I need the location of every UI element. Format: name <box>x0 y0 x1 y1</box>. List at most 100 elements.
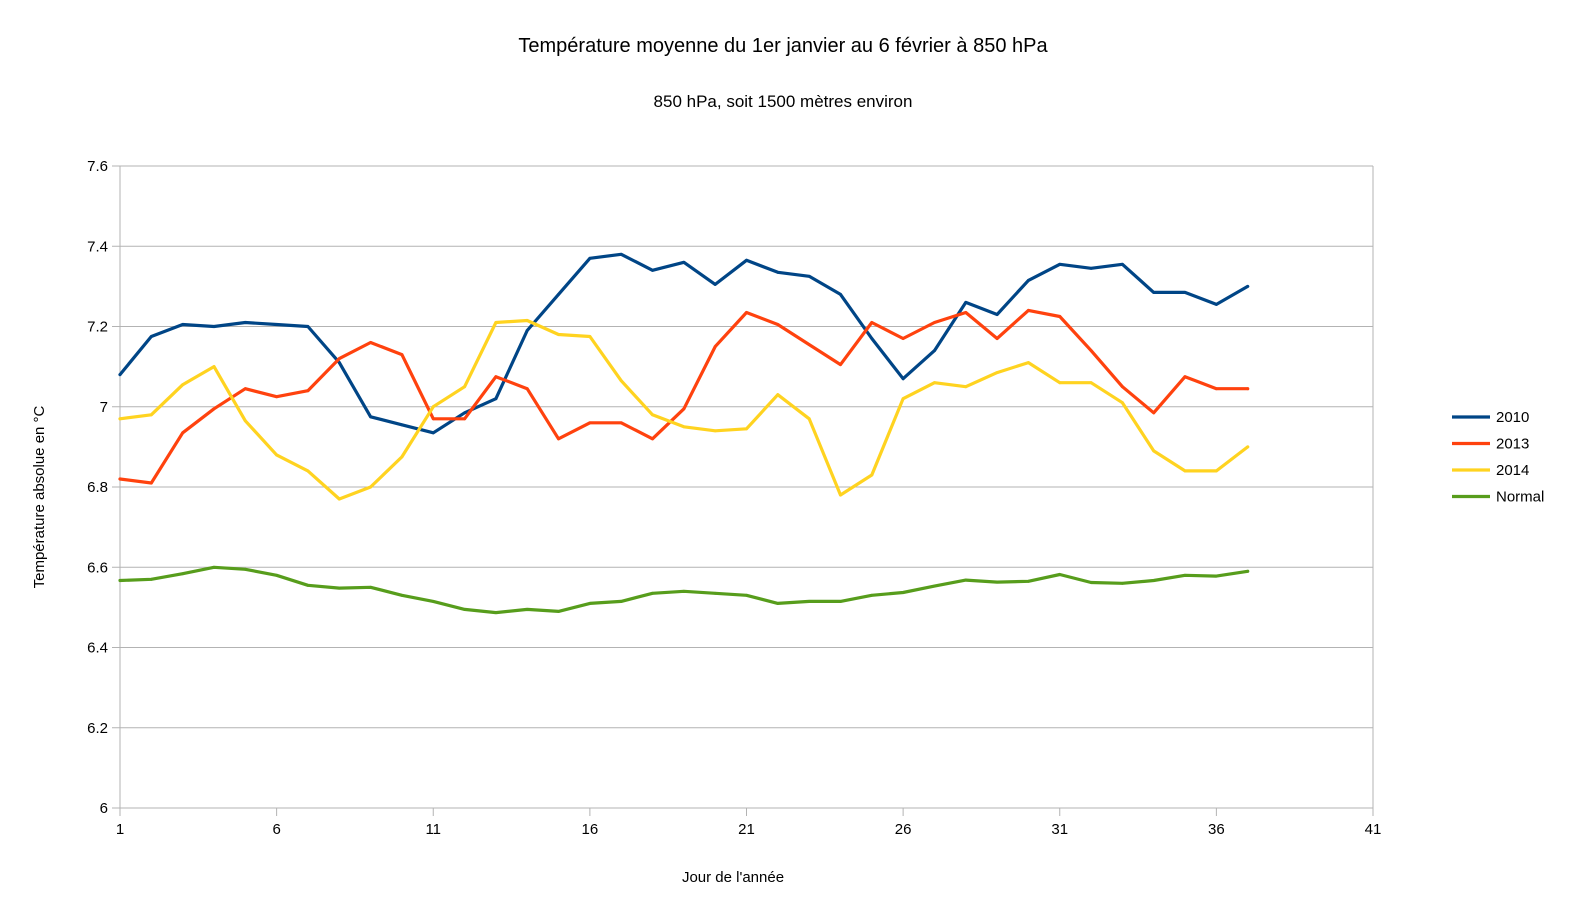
data-point-2013 <box>1027 309 1030 312</box>
data-point-normal <box>1152 579 1156 582</box>
data-point-2014 <box>964 385 968 389</box>
data-point-2010 <box>870 337 874 340</box>
data-point-2010 <box>118 373 122 376</box>
data-point-normal <box>807 600 811 603</box>
data-point-normal <box>713 591 717 595</box>
data-point-2010 <box>713 283 717 286</box>
data-point-2013 <box>557 437 560 441</box>
data-point-2014 <box>1215 469 1218 473</box>
data-point-2014 <box>1183 469 1187 473</box>
data-point-2013 <box>682 407 686 411</box>
data-point-2010 <box>1246 285 1250 288</box>
x-axis-title: Jour de l'année <box>682 869 784 886</box>
data-point-normal <box>1246 569 1250 573</box>
data-point-2013 <box>619 421 623 425</box>
data-point-2010 <box>995 313 999 316</box>
data-point-2014 <box>807 417 811 421</box>
data-point-normal <box>275 573 278 577</box>
data-point-2014 <box>275 453 278 457</box>
data-point-normal <box>651 591 654 595</box>
data-point-2013 <box>212 407 216 411</box>
data-point-normal <box>682 589 686 593</box>
x-tick-label: 36 <box>1208 821 1225 838</box>
data-point-2010 <box>1027 279 1030 282</box>
data-point-2010 <box>431 431 435 435</box>
data-point-2013 <box>713 345 717 348</box>
data-point-normal <box>118 579 122 582</box>
data-point-2014 <box>933 381 936 385</box>
y-tick-label: 7.6 <box>87 158 108 175</box>
data-point-2013 <box>1215 387 1218 391</box>
data-point-2014 <box>1058 381 1062 385</box>
data-point-2014 <box>557 333 560 336</box>
data-point-2014 <box>839 493 842 497</box>
legend-label-2013: 2013 <box>1496 436 1529 453</box>
data-point-2013 <box>901 337 905 340</box>
data-point-2013 <box>933 321 936 324</box>
x-tick-label: 1 <box>116 821 124 838</box>
data-point-normal <box>1121 581 1124 585</box>
data-point-2014 <box>651 413 654 417</box>
data-point-2010 <box>212 325 216 328</box>
data-point-2013 <box>651 437 654 441</box>
data-point-normal <box>619 600 623 603</box>
data-point-2014 <box>337 497 341 501</box>
data-point-2013 <box>839 363 842 366</box>
data-point-2010 <box>901 377 905 381</box>
data-point-2013 <box>149 481 153 485</box>
y-tick-label: 7.4 <box>87 238 108 255</box>
data-point-normal <box>1058 573 1062 576</box>
x-tick-label: 26 <box>895 821 912 838</box>
data-point-2010 <box>651 268 654 272</box>
chart-subtitle: 850 hPa, soit 1500 mètres environ <box>654 92 913 111</box>
data-point-2014 <box>588 335 592 338</box>
data-point-2010 <box>1152 291 1156 294</box>
data-point-2010 <box>745 258 748 262</box>
data-point-2014 <box>995 371 999 374</box>
data-point-normal <box>306 583 310 587</box>
data-point-normal <box>995 580 999 584</box>
data-point-normal <box>337 586 341 590</box>
data-point-2010 <box>1058 262 1062 266</box>
data-point-2014 <box>181 383 185 387</box>
data-point-2013 <box>1152 411 1156 415</box>
data-point-2010 <box>243 321 247 324</box>
data-point-normal <box>400 593 404 597</box>
data-point-2013 <box>243 387 247 391</box>
data-point-normal <box>933 584 936 588</box>
data-point-2010 <box>839 293 842 296</box>
data-point-2010 <box>933 349 936 352</box>
data-point-2010 <box>1215 303 1218 306</box>
gridlines <box>120 165 1373 729</box>
data-point-normal <box>1215 574 1218 578</box>
data-point-2013 <box>431 417 435 421</box>
data-point-normal <box>870 593 874 597</box>
data-point-2010 <box>557 293 560 296</box>
data-point-normal <box>745 593 748 597</box>
data-point-normal <box>1089 581 1093 584</box>
data-point-2010 <box>1089 266 1093 270</box>
data-point-2010 <box>682 260 686 264</box>
y-tick-label: 7.2 <box>87 319 108 336</box>
data-point-2013 <box>1121 385 1124 389</box>
data-point-2010 <box>619 252 623 256</box>
data-point-2010 <box>275 323 278 326</box>
data-point-2010 <box>337 361 341 364</box>
data-point-normal <box>212 565 216 569</box>
data-point-2010 <box>964 301 968 304</box>
y-tick-label: 6.8 <box>87 479 108 496</box>
y-axis-title: Température absolue en °C <box>31 405 48 588</box>
data-point-2014 <box>1089 381 1093 385</box>
data-point-normal <box>1183 573 1187 577</box>
data-point-2014 <box>494 321 498 324</box>
data-point-2013 <box>588 421 592 425</box>
y-tick-label: 6.4 <box>87 640 108 657</box>
data-point-normal <box>525 608 529 611</box>
data-point-2014 <box>525 319 529 322</box>
data-point-2014 <box>431 405 435 409</box>
y-axis-tick-labels: 6 6.2 6.4 6.6 6.8 7 7.2 7.4 7.6 <box>87 158 108 817</box>
x-tick-label: 41 <box>1365 821 1382 838</box>
data-point-2010 <box>306 325 310 328</box>
data-point-normal <box>149 577 153 581</box>
